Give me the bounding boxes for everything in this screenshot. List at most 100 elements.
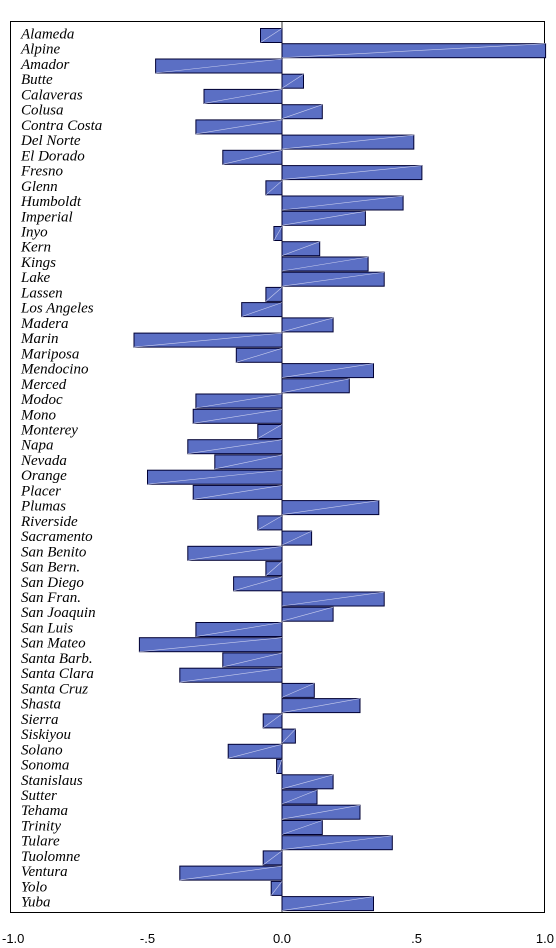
bar-hatch-napa — [187, 439, 283, 454]
category-label-kings: Kings — [20, 255, 56, 271]
bar-hatch-mariposa — [236, 348, 283, 363]
bar-hatch-sonoma — [276, 759, 283, 774]
bar-hatch-tulare — [281, 835, 393, 850]
category-label-imperial: Imperial — [20, 209, 73, 225]
bar-hatch-santa-barb — [222, 652, 283, 668]
category-label-trinity: Trinity — [21, 819, 61, 835]
category-label-glenn: Glenn — [21, 179, 58, 195]
bar-hatch-mono — [193, 409, 283, 424]
bar-hatch-butte — [281, 73, 304, 89]
bar-hatch-amador — [155, 58, 283, 74]
category-label-orange: Orange — [21, 468, 67, 484]
bar-hatch-imperial — [281, 211, 366, 226]
category-label-shasta: Shasta — [21, 697, 61, 713]
category-label-marin: Marin — [20, 331, 59, 347]
category-label-san-fran: San Fran. — [21, 590, 81, 606]
category-label-stanislaus: Stanislaus — [21, 773, 83, 789]
x-tick-label: -.5 — [140, 931, 155, 946]
category-label-ventura: Ventura — [21, 864, 68, 880]
category-label-amador: Amador — [20, 57, 69, 73]
category-label-san-bern: San Bern. — [21, 560, 80, 576]
bar-hatch-tuolomne — [263, 850, 283, 866]
category-label-sacramento: Sacramento — [21, 529, 93, 545]
bar-hatch-alameda — [260, 28, 283, 43]
category-label-mendocino: Mendocino — [20, 362, 89, 378]
bar-hatch-san-diego — [233, 576, 283, 592]
bar-hatch-santa-cruz — [281, 683, 315, 698]
category-label-santa-barb: Santa Barb. — [21, 651, 93, 667]
category-label-contra-costa: Contra Costa — [21, 118, 102, 134]
bar-hatch-calaveras — [203, 89, 283, 104]
bar-hatch-san-luis — [195, 622, 283, 637]
category-label-tulare: Tulare — [21, 834, 60, 850]
bar-hatch-mendocino — [281, 363, 374, 378]
bar-hatch-san-fran — [281, 591, 385, 607]
bar-hatch-los-angeles — [241, 302, 283, 317]
category-label-san-mateo: San Mateo — [21, 636, 86, 652]
bar-hatch-humboldt — [281, 195, 404, 211]
bar-hatch-san-bern — [265, 561, 283, 576]
x-tick-labels: -1.0 -.5 0.0 .5 1.0 — [2, 931, 554, 946]
category-label-yuba: Yuba — [21, 895, 50, 911]
bar-hatch-plumas — [281, 500, 379, 515]
category-label-san-luis: San Luis — [21, 621, 73, 637]
category-label-santa-cruz: Santa Cruz — [21, 681, 88, 697]
category-label-alpine: Alpine — [20, 42, 60, 58]
bar-hatch-glenn — [265, 180, 283, 196]
bar-hatch-yolo — [270, 881, 283, 896]
category-label-merced: Merced — [20, 377, 67, 393]
category-label-inyo: Inyo — [20, 225, 48, 241]
category-label-san-joaquin: San Joaquin — [21, 605, 96, 621]
bar-hatch-shasta — [281, 698, 361, 713]
bar-hatch-modoc — [195, 393, 283, 409]
category-label-solano: Solano — [21, 742, 63, 758]
bar-hatch-el-dorado — [222, 150, 283, 165]
category-label-butte: Butte — [21, 72, 53, 88]
bar-hatch-sierra — [263, 713, 283, 729]
category-label-mono: Mono — [20, 407, 56, 423]
bar-hatch-ventura — [179, 865, 283, 881]
bar-hatch-tehama — [281, 804, 361, 820]
category-label-plumas: Plumas — [20, 499, 66, 515]
category-label-yolo: Yolo — [21, 879, 48, 895]
x-tick-label: .5 — [411, 931, 422, 946]
bar-hatch-stanislaus — [281, 774, 334, 790]
category-label-santa-clara: Santa Clara — [21, 666, 94, 682]
bar-hatch-inyo — [273, 226, 283, 241]
category-label-tuolomne: Tuolomne — [21, 849, 81, 865]
bar-hatch-fresno — [281, 165, 422, 180]
category-label-alameda: Alameda — [20, 27, 74, 43]
category-label-tehama: Tehama — [21, 803, 68, 819]
plot-frame — [10, 21, 545, 913]
bar-hatch-lake — [281, 271, 385, 287]
category-label-sierra: Sierra — [21, 712, 59, 728]
bar-hatch-yuba — [281, 896, 374, 911]
category-label-lake: Lake — [20, 270, 51, 286]
category-label-napa: Napa — [20, 438, 54, 454]
bar-hatch-siskiyou — [281, 728, 296, 744]
bar-hatch-san-joaquin — [281, 606, 334, 622]
category-label-san-diego: San Diego — [21, 575, 84, 591]
category-label-san-benito: San Benito — [21, 544, 87, 560]
x-tick-label: 1.0 — [536, 931, 554, 946]
category-label-fresno: Fresno — [20, 164, 63, 180]
bar-hatch-santa-clara — [179, 667, 283, 683]
bar-hatch-kings — [281, 256, 369, 272]
category-label-nevada: Nevada — [20, 453, 67, 469]
category-label-riverside: Riverside — [20, 514, 78, 530]
bar-hatch-kern — [281, 241, 320, 256]
bar-hatch-madera — [281, 317, 334, 333]
bar-group — [133, 22, 547, 912]
bar-hatch-alpine — [281, 43, 546, 58]
bar-hatch-placer — [193, 485, 283, 500]
bar-hatch-riverside — [257, 515, 283, 531]
x-tick-label: -1.0 — [2, 931, 24, 946]
category-label-kern: Kern — [20, 240, 51, 256]
x-tick-label: 0.0 — [273, 931, 291, 946]
category-label-madera: Madera — [20, 316, 69, 332]
category-label-los-angeles: Los Angeles — [20, 301, 94, 317]
category-label-siskiyou: Siskiyou — [21, 727, 71, 743]
bar-hatch-del-norte — [281, 134, 414, 150]
bar-hatch-colusa — [281, 104, 323, 119]
